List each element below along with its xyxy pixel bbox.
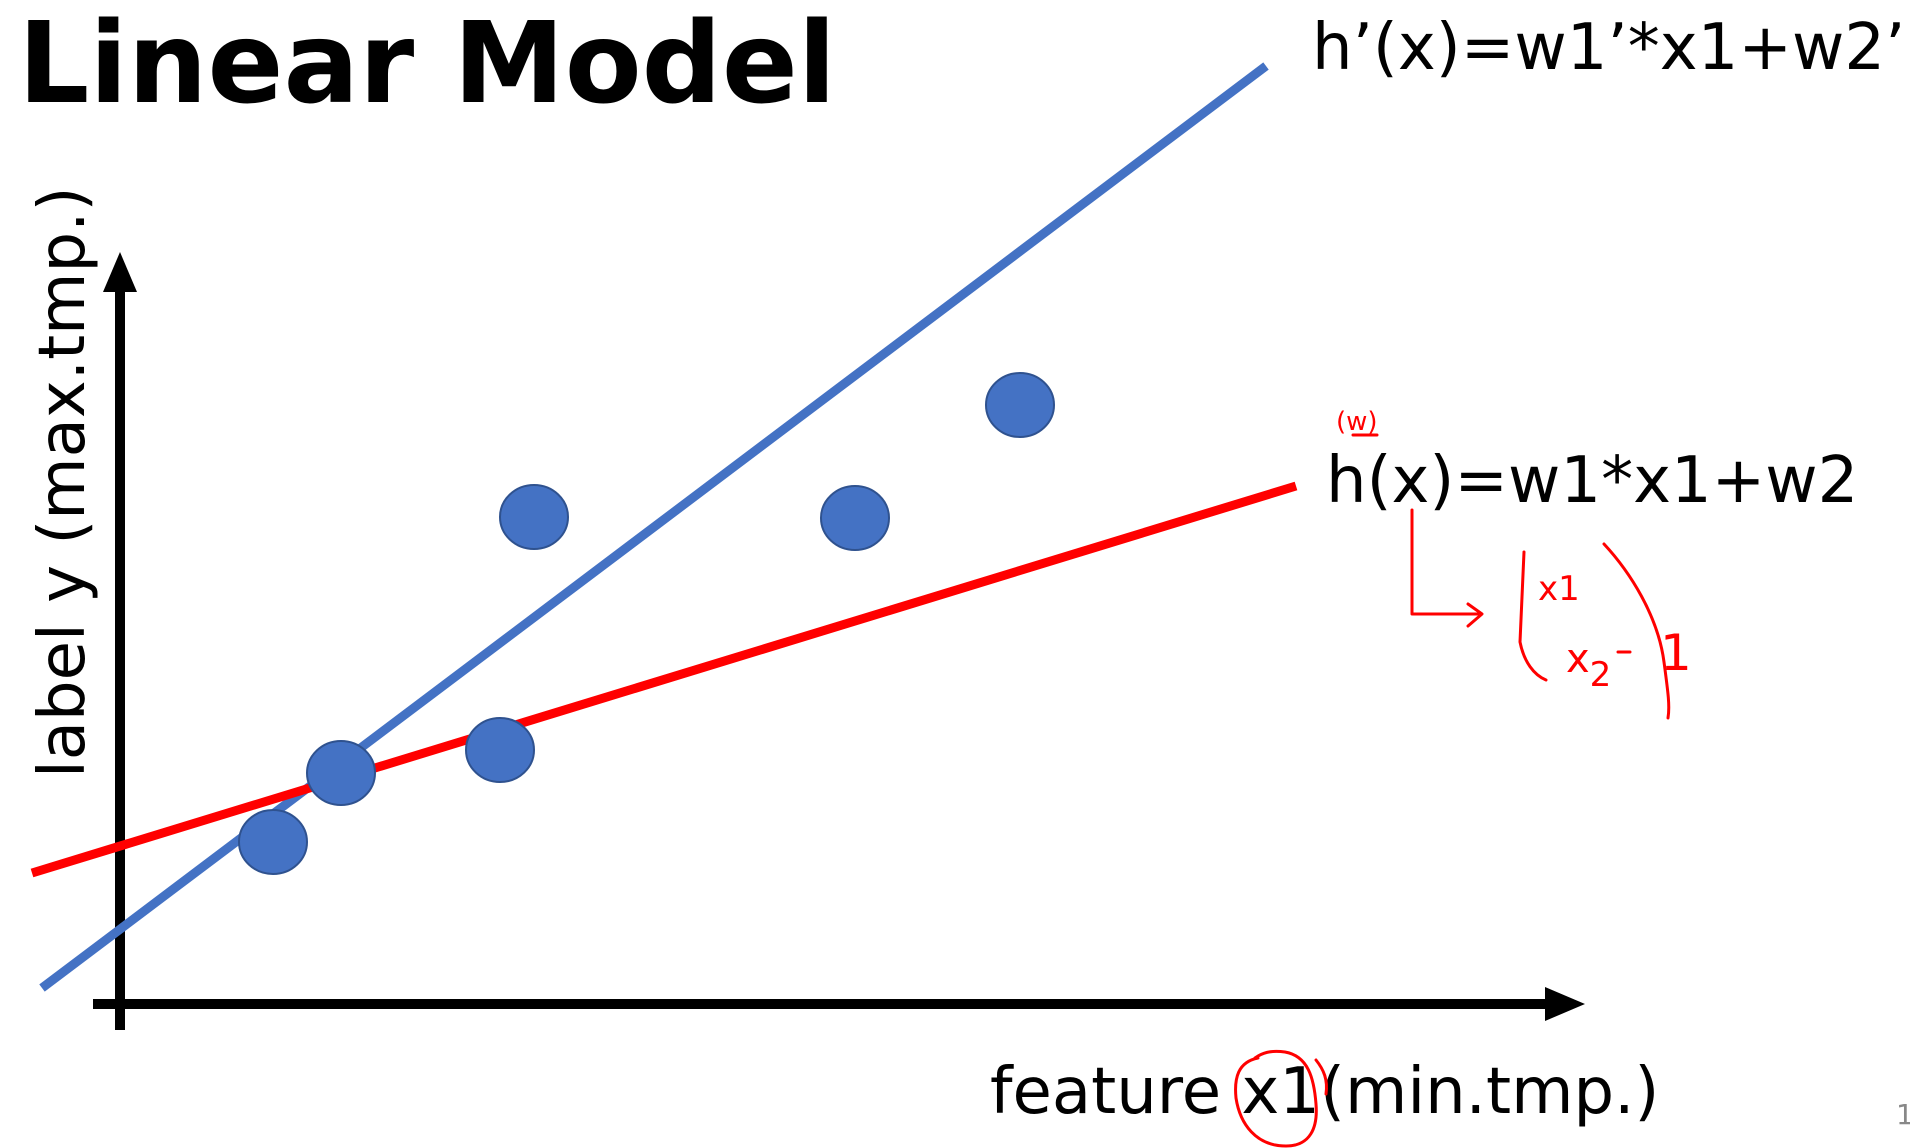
red-line-h bbox=[30, 481, 1298, 878]
vector-x2-subscript: 2 bbox=[1590, 655, 1612, 695]
slide-title: Linear Model bbox=[18, 0, 836, 129]
w-note-annotation: (w) bbox=[1336, 407, 1378, 437]
x-axis-label: feature x1(min.tmp.) bbox=[990, 1055, 1659, 1129]
data-point bbox=[465, 717, 535, 783]
arrow-head-annotation bbox=[1466, 602, 1484, 628]
x1-circle-annotation bbox=[1234, 1049, 1318, 1148]
x-axis-label-suffix: (min.tmp.) bbox=[1320, 1055, 1659, 1129]
data-point bbox=[499, 484, 569, 550]
arrow-annotation bbox=[1410, 508, 1480, 616]
equation-h-prime: h’(x)=w1’*x1+w2’ bbox=[1312, 11, 1905, 85]
vector-right-bracket bbox=[1602, 542, 1671, 720]
x1-circle-tail bbox=[1314, 1058, 1328, 1096]
vector-x2-annotation: x2 bbox=[1566, 636, 1611, 695]
vector-x1-annotation: x1 bbox=[1538, 569, 1580, 609]
x-axis-arrowhead bbox=[1545, 987, 1585, 1021]
axes bbox=[93, 252, 1585, 1030]
data-points bbox=[238, 372, 1055, 875]
vector-x2-letter: x bbox=[1566, 636, 1590, 682]
vector-one-annotation: 1 bbox=[1660, 624, 1692, 682]
x-axis-label-prefix: feature bbox=[990, 1055, 1241, 1129]
equation-h: h(x)=w1*x1+w2 bbox=[1326, 444, 1858, 518]
blue-line-h-prime bbox=[39, 62, 1269, 992]
data-point bbox=[238, 809, 308, 875]
data-point bbox=[820, 485, 890, 551]
data-point bbox=[985, 372, 1055, 438]
page-number: 1 bbox=[1896, 1098, 1910, 1131]
y-axis-label: label y (max.tmp.) bbox=[26, 187, 100, 778]
y-axis-arrowhead bbox=[103, 252, 137, 292]
data-point bbox=[306, 740, 376, 806]
vector-left-bracket bbox=[1518, 550, 1548, 682]
x-axis-label-variable: x1 bbox=[1241, 1055, 1320, 1129]
